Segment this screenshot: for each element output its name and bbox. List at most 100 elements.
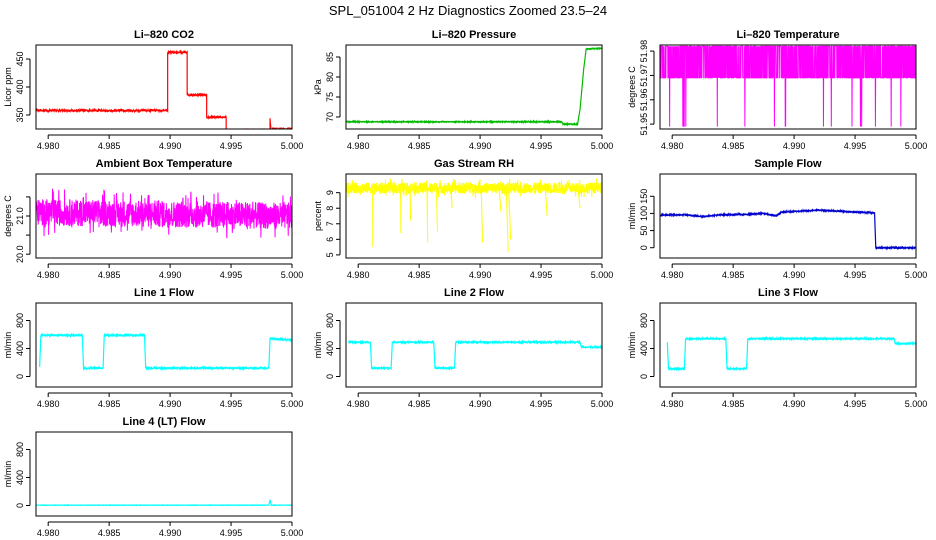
y-axis-label: ml/min <box>627 332 637 359</box>
y-tick-label: 0 <box>15 374 25 379</box>
y-tick-label: 400 <box>15 470 25 485</box>
y-axis-label: ml/min <box>313 332 323 359</box>
y-tick-label: 800 <box>15 313 25 328</box>
x-tick-label: 4.995 <box>220 270 243 280</box>
x-tick-label: 4.995 <box>844 141 867 151</box>
y-tick-label: 20.0 <box>15 245 25 263</box>
series-line <box>36 499 292 507</box>
y-tick-label: 400 <box>15 341 25 356</box>
x-tick-label: 5.000 <box>591 270 614 280</box>
x-tick-label: 4.985 <box>98 270 121 280</box>
x-tick-label: 5.000 <box>591 399 614 409</box>
y-tick-label: 21.0 <box>15 207 25 225</box>
x-tick-label: 4.990 <box>159 528 182 538</box>
x-tick-label: 4.995 <box>220 399 243 409</box>
chart-title: Line 4 (LT) Flow <box>123 416 206 428</box>
x-tick-label: 4.985 <box>98 528 121 538</box>
x-tick-label: 4.995 <box>844 399 867 409</box>
x-tick-label: 4.995 <box>844 270 867 280</box>
x-tick-label: 4.980 <box>37 528 60 538</box>
x-tick-label: 4.990 <box>159 399 182 409</box>
chart-title: Sample Flow <box>754 158 822 170</box>
x-tick-label: 4.985 <box>98 141 121 151</box>
x-tick-label: 4.985 <box>408 141 431 151</box>
y-tick-label: 51.96 <box>639 89 649 112</box>
data-series <box>347 339 602 371</box>
plot-frame <box>35 302 293 388</box>
y-tick-label: 0 <box>639 374 649 379</box>
y-tick-label: 8 <box>325 206 335 211</box>
chart-panel: Line 2 Flow 4.980 4.985 4.990 4.995 5.000 0 400… <box>313 287 613 409</box>
y-tick-label: 400 <box>639 341 649 356</box>
x-tick-label: 4.990 <box>783 270 806 280</box>
series-line <box>660 45 916 127</box>
x-tick-label: 4.985 <box>722 399 745 409</box>
chart-panel: Li–820 Pressure 4.980 4.985 4.990 4.995 5.000… <box>313 29 613 151</box>
x-tick-label: 5.000 <box>281 399 304 409</box>
series-line <box>347 339 602 371</box>
y-axis-label: ml/min <box>3 332 13 359</box>
x-tick-label: 4.985 <box>98 399 121 409</box>
y-tick-label: 70 <box>325 112 335 122</box>
x-tick-label: 4.980 <box>661 270 684 280</box>
x-tick-label: 4.995 <box>530 399 553 409</box>
x-tick-label: 4.985 <box>722 270 745 280</box>
plot-frame <box>345 44 603 130</box>
y-tick-label: 7 <box>325 221 335 226</box>
x-tick-label: 4.990 <box>469 270 492 280</box>
x-tick-label: 5.000 <box>281 528 304 538</box>
y-tick-label: 51.95 <box>639 113 649 136</box>
y-tick-label: 150 <box>639 189 649 204</box>
y-tick-label: 100 <box>639 206 649 221</box>
y-tick-label: 51.97 <box>639 64 649 87</box>
y-tick-label: 800 <box>15 442 25 457</box>
chart-panel: Line 4 (LT) Flow 4.980 4.985 4.990 4.995 5.00… <box>3 416 303 538</box>
data-series <box>36 188 292 239</box>
series-line <box>666 335 916 372</box>
x-tick-label: 4.980 <box>661 141 684 151</box>
plot-frame <box>659 302 917 388</box>
x-tick-label: 4.995 <box>220 528 243 538</box>
x-tick-label: 4.980 <box>347 141 370 151</box>
data-series <box>39 332 292 372</box>
series-line <box>346 46 602 127</box>
y-tick-label: 400 <box>325 341 335 356</box>
chart-panel: Line 1 Flow 4.980 4.985 4.990 4.995 5.000 0 400… <box>3 287 303 409</box>
y-tick-label: 0 <box>15 503 25 508</box>
plot-frame <box>345 173 603 259</box>
data-series <box>346 178 602 252</box>
plot-frame <box>35 431 293 517</box>
chart-title: Li–820 CO2 <box>134 29 194 41</box>
x-tick-label: 4.980 <box>347 270 370 280</box>
chart-title: Line 3 Flow <box>758 287 818 299</box>
data-series <box>36 499 292 507</box>
chart-title: Li–820 Temperature <box>736 29 839 41</box>
y-tick-label: 51.98 <box>639 40 649 63</box>
data-series <box>666 335 916 372</box>
x-tick-label: 4.980 <box>37 270 60 280</box>
x-tick-label: 5.000 <box>905 270 928 280</box>
x-tick-label: 4.990 <box>469 141 492 151</box>
plot-frame <box>659 44 917 130</box>
y-tick-label: 6 <box>325 237 335 242</box>
chart-panel: Li–820 CO2 4.980 4.985 4.990 4.995 5.000 350 40… <box>3 29 303 151</box>
x-tick-label: 5.000 <box>905 399 928 409</box>
x-tick-label: 5.000 <box>281 141 304 151</box>
y-tick-label: 80 <box>325 72 335 82</box>
x-tick-label: 4.990 <box>783 141 806 151</box>
chart-panel: Gas Stream RH 4.980 4.985 4.990 4.995 5.000 5 6… <box>313 158 613 280</box>
chart-panel: Sample Flow 4.980 4.985 4.990 4.995 5.000 0 50 1… <box>627 158 927 280</box>
panel-grid: Li–820 CO2 4.980 4.985 4.990 4.995 5.000 350 40… <box>3 29 927 538</box>
data-series <box>660 207 916 251</box>
y-axis-label: degrees C <box>3 195 13 237</box>
series-line <box>36 188 292 239</box>
x-tick-label: 4.985 <box>408 399 431 409</box>
series-line <box>36 49 292 129</box>
x-tick-label: 4.990 <box>159 270 182 280</box>
chart-panel: Ambient Box Temperature 4.980 4.985 4.990 4.… <box>3 158 303 280</box>
y-axis-label: percent <box>313 200 323 231</box>
y-tick-label: 0 <box>325 374 335 379</box>
x-tick-label: 5.000 <box>281 270 304 280</box>
